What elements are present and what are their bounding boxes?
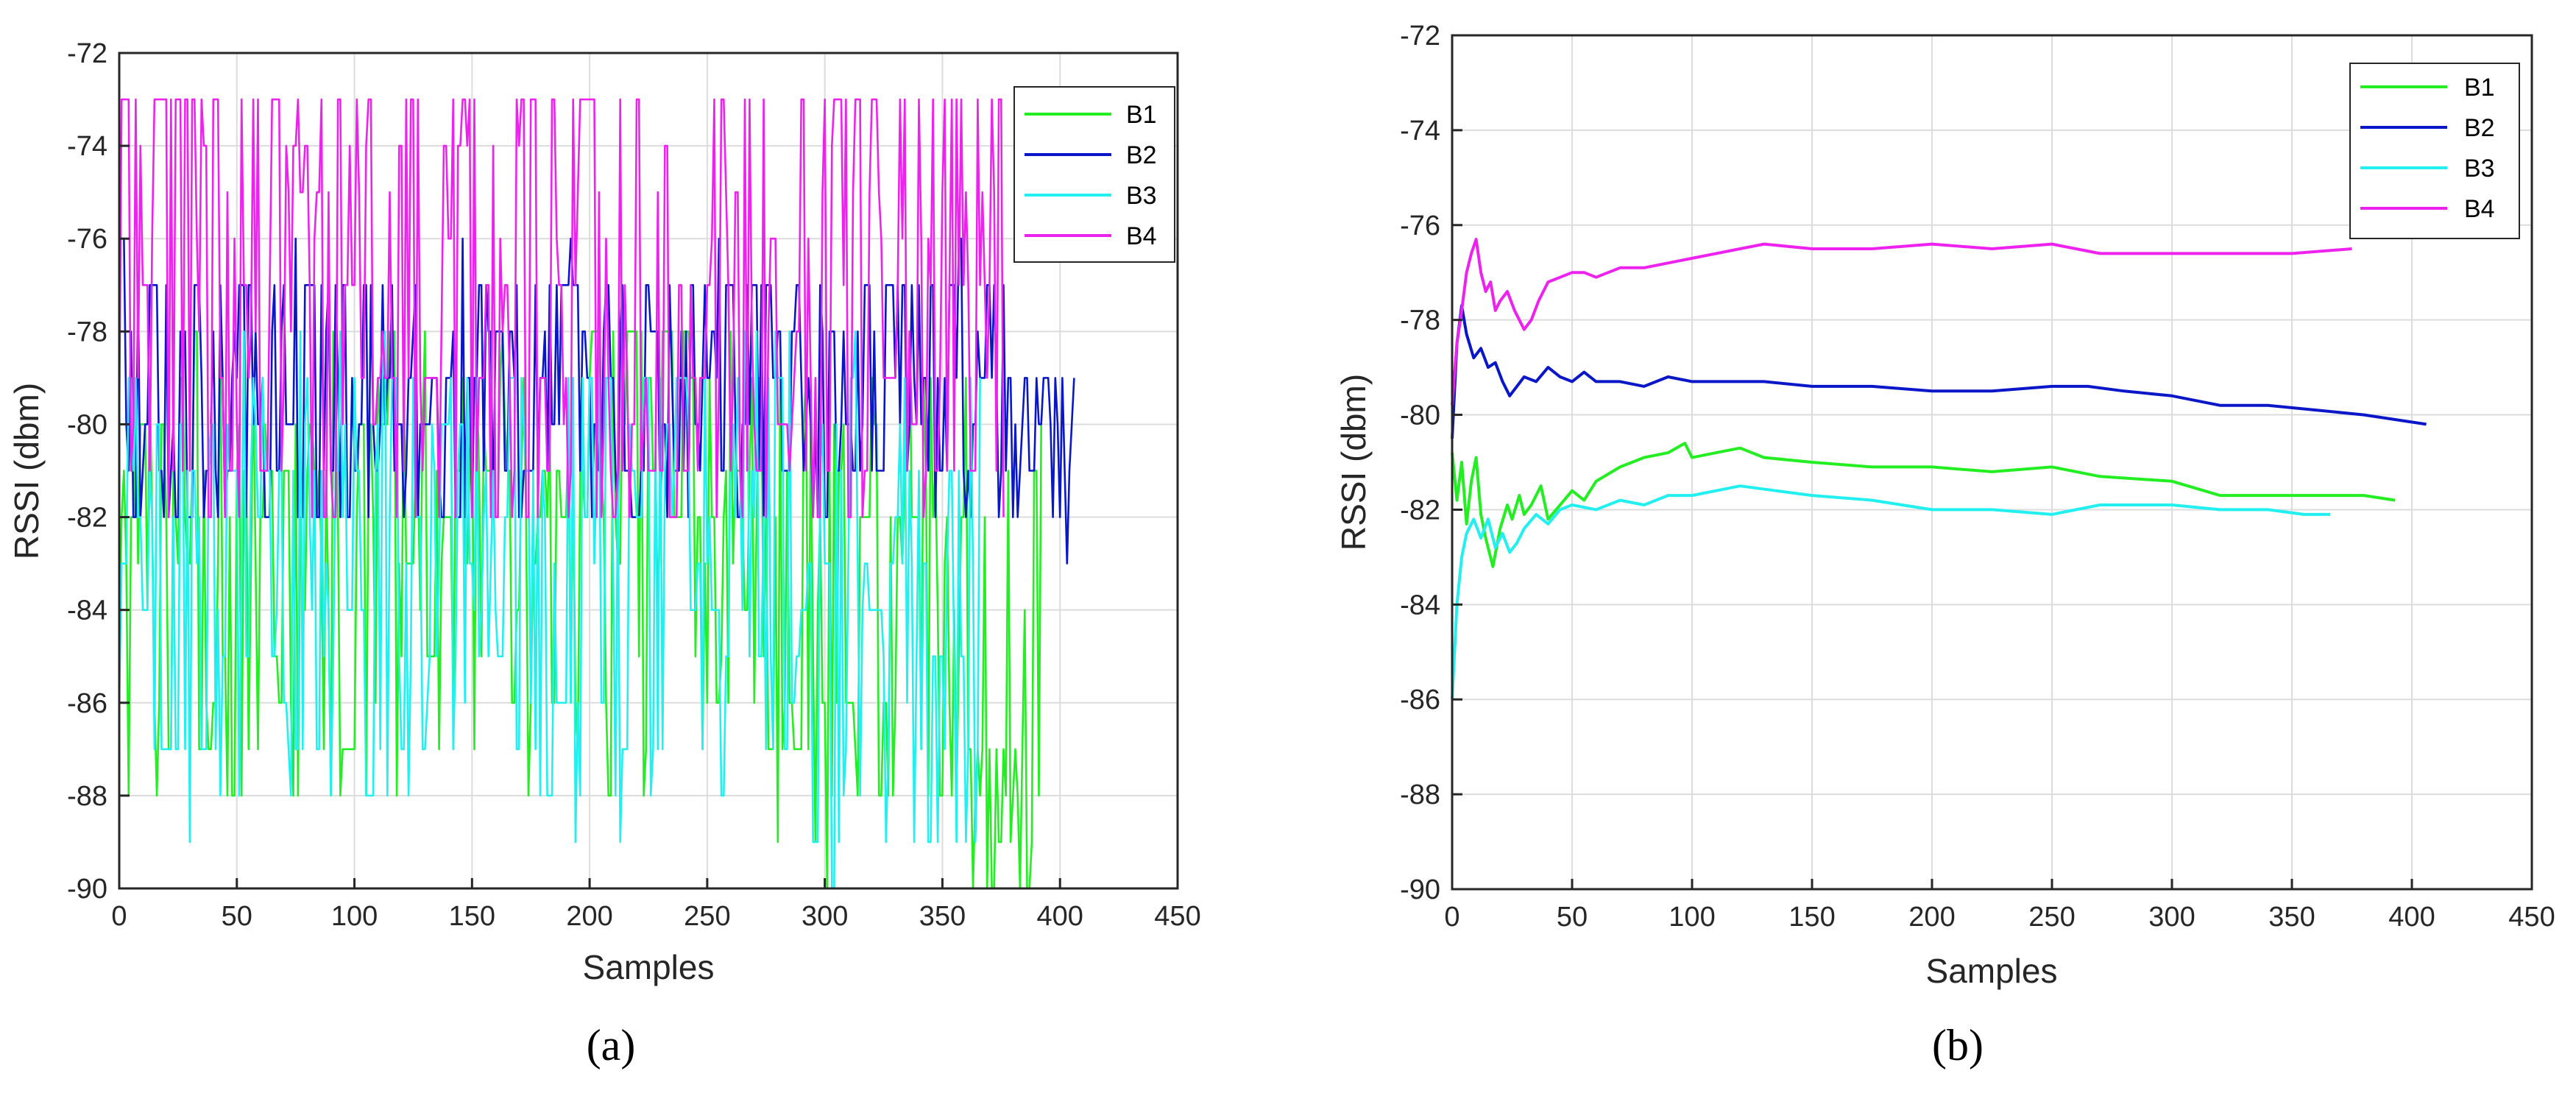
y-tick-label: -72 <box>67 38 107 69</box>
legend-label-b1-b: B1 <box>2464 74 2495 102</box>
y-tick-label: -86 <box>1400 685 1440 715</box>
x-tick-label: 50 <box>222 901 252 932</box>
y-tick-label: -84 <box>1400 590 1440 621</box>
x-tick-label: 100 <box>1669 902 1715 933</box>
legend-label-b1-a: B1 <box>1126 101 1157 129</box>
x-tick-label: 200 <box>566 901 612 932</box>
x-tick-label: 300 <box>2148 902 2195 933</box>
y-tick-label: -90 <box>67 874 107 905</box>
caption-a: (a) <box>587 1021 636 1070</box>
ticks-a: 0 50 100 150 200 250 300 350 400 450 -90 -88 -86 -84 -… <box>67 38 1201 932</box>
x-tick-label: 0 <box>1444 902 1459 933</box>
x-tick-label: 100 <box>331 901 378 932</box>
y-tick-label: -74 <box>67 131 107 162</box>
y-tick-label: -78 <box>1400 305 1440 336</box>
legend-b: B1 B2 B3 B4 <box>2349 63 2520 239</box>
x-tick-label: 150 <box>1788 902 1835 933</box>
caption-b: (b) <box>1932 1021 1984 1070</box>
legend-label-b4-a: B4 <box>1126 222 1157 250</box>
panel-b-smoothed-rssi: 0 50 100 150 200 250 300 350 400 450 -90 -88 -86 -84 -… <box>1334 21 2555 1070</box>
x-tick-label: 450 <box>2508 902 2555 933</box>
ticks-b: 0 50 100 150 200 250 300 350 400 450 -90 -88 -86 -84 -… <box>1400 21 2555 933</box>
y-axis-label-a: RSSI (dbm) <box>7 383 46 559</box>
y-tick-label: -86 <box>67 688 107 719</box>
y-tick-label: -82 <box>1400 495 1440 526</box>
legend-label-b2-b: B2 <box>2464 114 2495 142</box>
x-tick-label: 350 <box>2268 902 2315 933</box>
x-tick-label: 300 <box>802 901 848 932</box>
series-lines-a <box>118 98 1075 890</box>
legend-label-b3-a: B3 <box>1126 182 1157 210</box>
y-tick-label: -90 <box>1400 874 1440 905</box>
x-tick-label: 450 <box>1154 901 1200 932</box>
y-tick-label: -76 <box>1400 211 1440 241</box>
axes-box-b <box>1451 34 2533 891</box>
series-line-b4-b <box>1451 238 2352 406</box>
x-tick-label: 250 <box>684 901 730 932</box>
series-line-b4-a <box>118 98 1005 518</box>
x-tick-label: 0 <box>111 901 127 932</box>
x-tick-label: 400 <box>1037 901 1083 932</box>
series-line-b3-b <box>1451 484 2331 700</box>
legend-label-b2-a: B2 <box>1126 141 1157 169</box>
y-tick-label: -72 <box>1400 21 1440 52</box>
y-tick-label: -80 <box>1400 400 1440 431</box>
y-axis-label-b: RSSI (dbm) <box>1334 374 1373 551</box>
y-tick-label: -78 <box>67 317 107 347</box>
x-tick-label: 250 <box>2028 902 2075 933</box>
legend-label-b4-b: B4 <box>2464 195 2495 223</box>
y-tick-label: -88 <box>67 781 107 812</box>
series-line-b3-a <box>118 330 981 890</box>
series-line-b2-b <box>1451 304 2427 439</box>
x-axis-label-a: Samples <box>583 948 715 986</box>
axes-box-a <box>118 52 1179 890</box>
y-tick-label: -74 <box>1400 116 1440 146</box>
series-lines-b <box>1451 238 2427 700</box>
y-tick-label: -84 <box>67 595 107 626</box>
y-tick-label: -80 <box>67 409 107 440</box>
y-tick-label: -76 <box>67 224 107 255</box>
x-tick-label: 200 <box>1908 902 1955 933</box>
legend-a: B1 B2 B3 B4 <box>1013 86 1175 263</box>
legend-box-a <box>1013 86 1175 263</box>
x-tick-label: 350 <box>919 901 966 932</box>
y-tick-label: -82 <box>67 503 107 534</box>
x-tick-label: 400 <box>2388 902 2435 933</box>
panel-a-raw-rssi: 0 50 100 150 200 250 300 350 400 450 -90 -88 -86 -84 -… <box>7 38 1201 1070</box>
y-tick-label: -88 <box>1400 779 1440 810</box>
x-axis-label-b: Samples <box>1926 952 2058 990</box>
legend-label-b3-b: B3 <box>2464 155 2495 183</box>
x-tick-label: 150 <box>449 901 495 932</box>
x-tick-label: 50 <box>1557 902 1588 933</box>
